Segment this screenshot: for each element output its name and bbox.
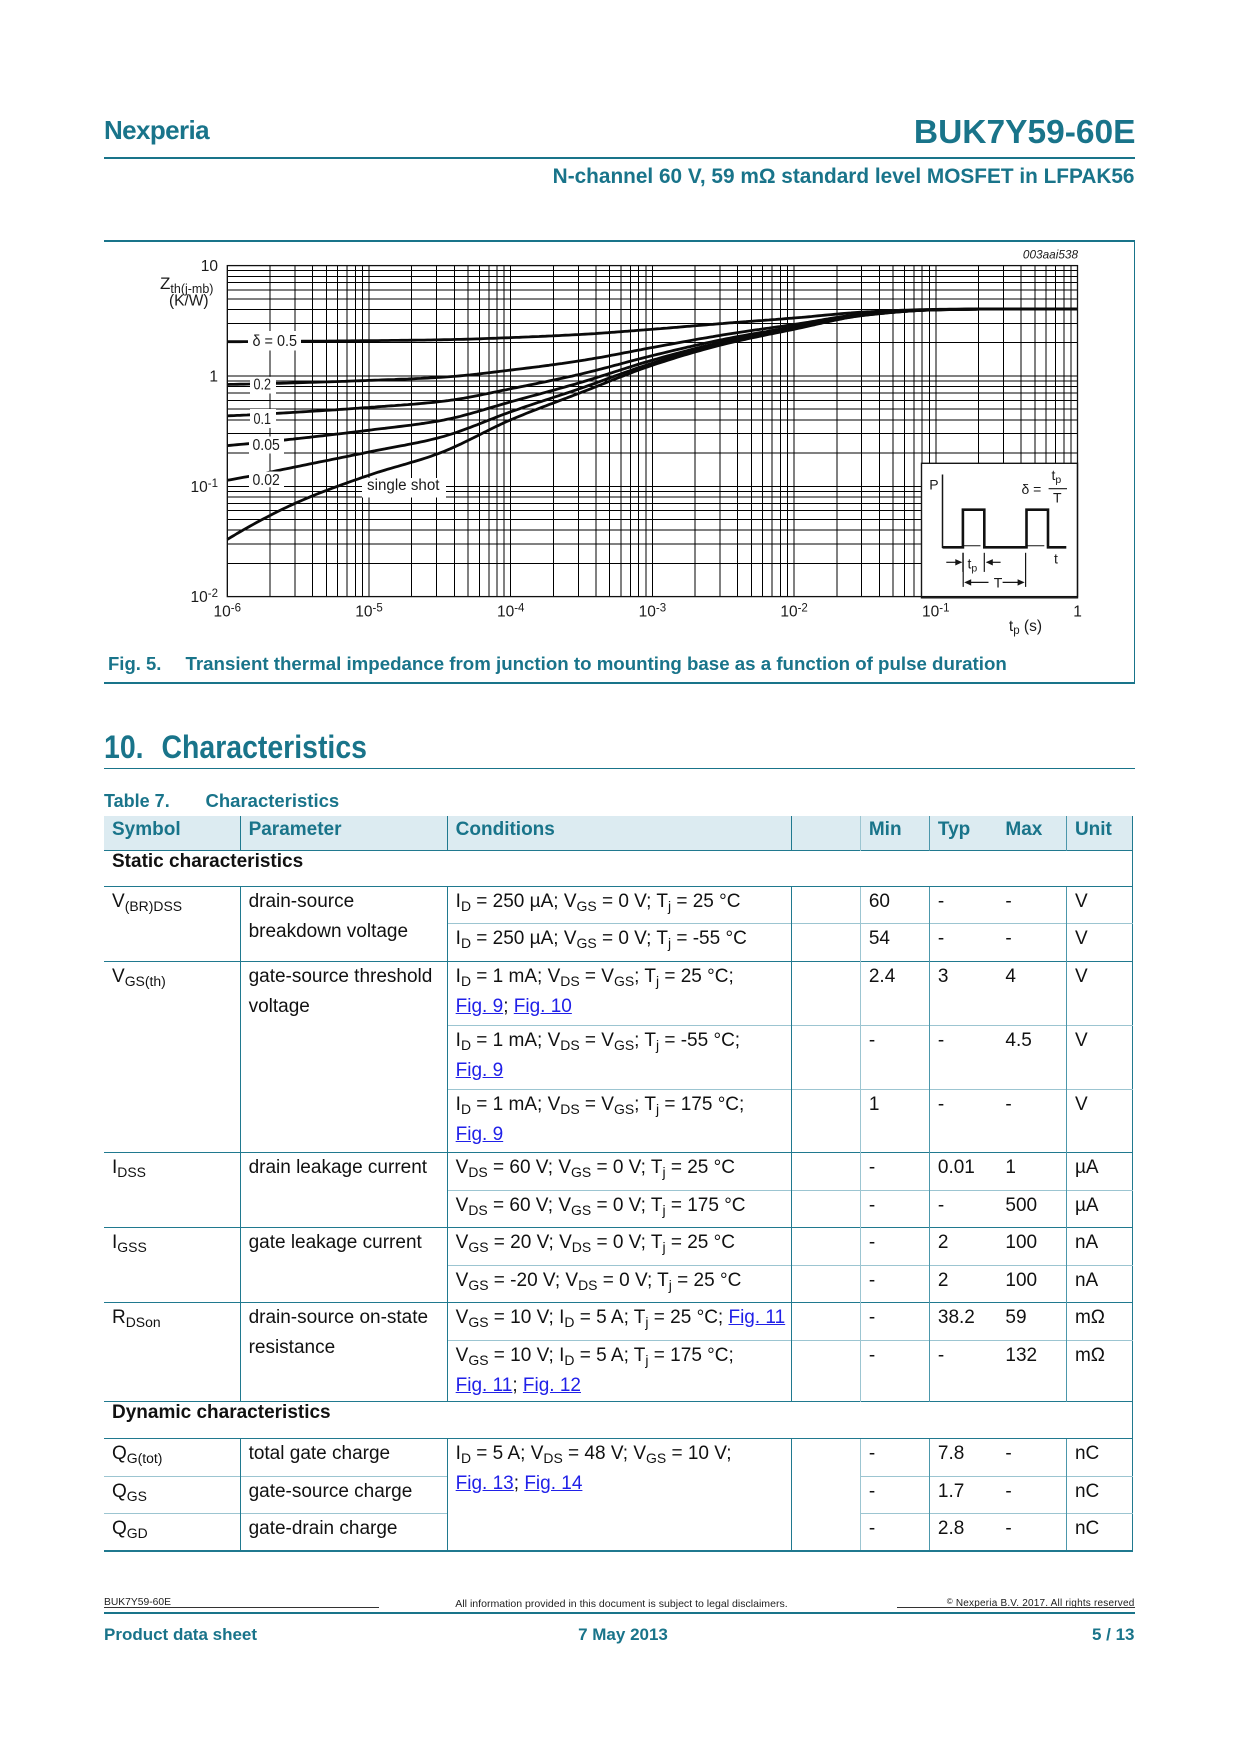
svg-text:003aai538: 003aai538 bbox=[1023, 248, 1079, 262]
svg-text:10-1: 10-1 bbox=[191, 478, 218, 496]
svg-text:10-6: 10-6 bbox=[214, 603, 241, 621]
svg-text:tp: tp bbox=[1052, 467, 1062, 486]
svg-text:10-1: 10-1 bbox=[922, 603, 949, 621]
svg-text:P: P bbox=[929, 477, 938, 493]
svg-text:10-4: 10-4 bbox=[497, 603, 525, 621]
svg-text:(K/W): (K/W) bbox=[169, 293, 209, 310]
svg-text:1: 1 bbox=[1073, 604, 1082, 621]
svg-text:10-5: 10-5 bbox=[355, 603, 382, 621]
svg-text:0.2: 0.2 bbox=[254, 377, 272, 394]
svg-text:T: T bbox=[994, 575, 1003, 591]
svg-text:T: T bbox=[1053, 490, 1062, 506]
svg-text:10: 10 bbox=[201, 258, 219, 275]
svg-text:single shot: single shot bbox=[367, 477, 440, 494]
svg-text:t: t bbox=[1054, 551, 1058, 567]
svg-text:1: 1 bbox=[209, 368, 218, 385]
svg-text:10-3: 10-3 bbox=[639, 603, 666, 621]
svg-text:0.1: 0.1 bbox=[254, 411, 272, 428]
svg-text:δ =: δ = bbox=[1022, 481, 1042, 497]
svg-text:0.02: 0.02 bbox=[253, 472, 280, 489]
svg-text:δ = 0.5: δ = 0.5 bbox=[253, 333, 298, 350]
svg-text:tp: tp bbox=[968, 556, 978, 575]
svg-text:tp (s): tp (s) bbox=[1009, 618, 1042, 637]
svg-text:0.05: 0.05 bbox=[253, 437, 280, 454]
svg-text:10-2: 10-2 bbox=[780, 603, 807, 621]
